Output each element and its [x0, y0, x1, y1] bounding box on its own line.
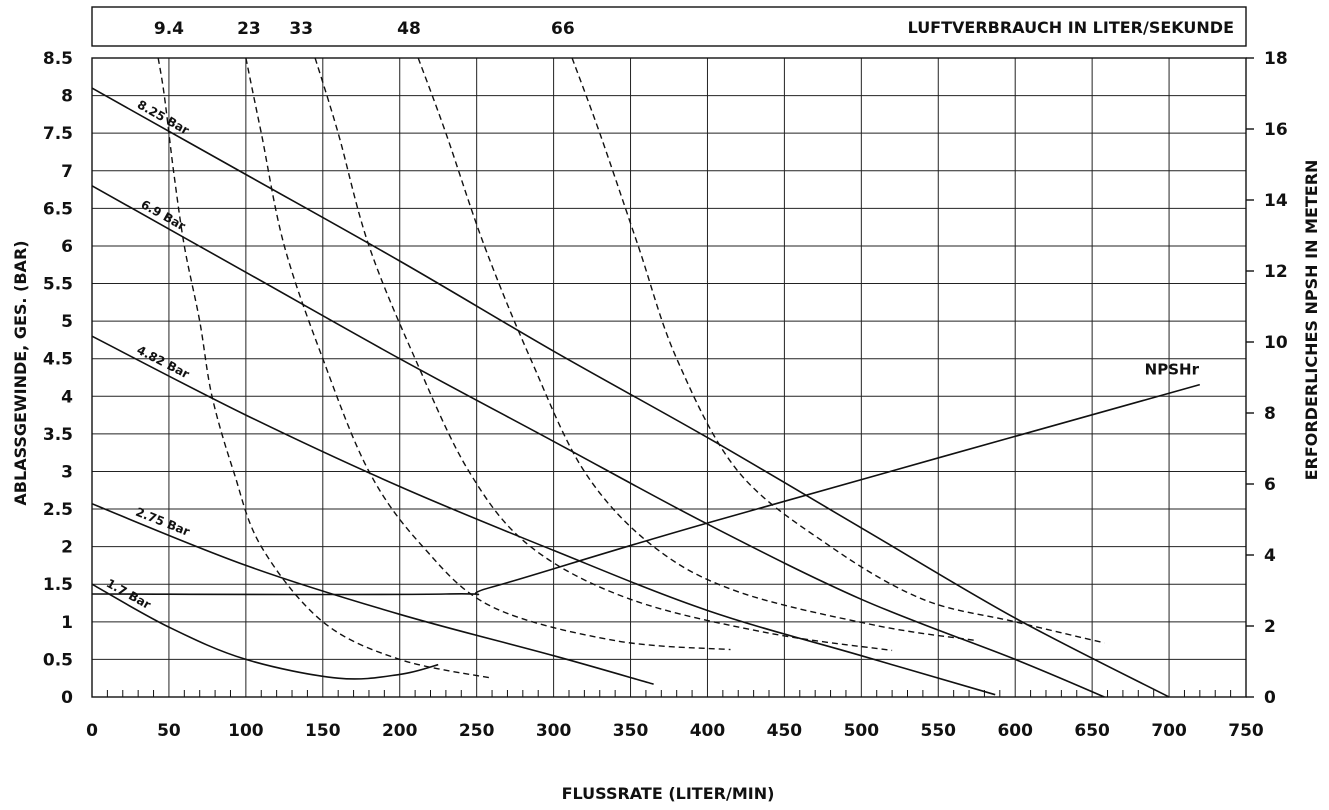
x-tick-label: 100	[228, 721, 264, 741]
pressure-curves	[91, 87, 1170, 698]
npsh-curve	[91, 383, 1201, 596]
y-right-tick-label: 18	[1264, 49, 1288, 69]
y-left-tick-label: 2.5	[43, 500, 73, 520]
pressure-curve	[91, 87, 1170, 698]
x-tick-label: 0	[86, 721, 98, 741]
y-left-tick-label: 1	[61, 613, 73, 633]
y-right-tick-label: 16	[1264, 120, 1288, 140]
y-left-tick-label: 8.5	[43, 49, 73, 69]
top-axis-title: LUFTVERBRAUCH IN LITER/SEKUNDE	[908, 18, 1234, 37]
x-tick-label: 400	[690, 721, 726, 741]
x-tick-label: 250	[459, 721, 495, 741]
y-left-tick-label: 7	[61, 162, 73, 182]
y-left-tick-label: 2	[61, 538, 73, 558]
pressure-label: 2.75 Bar	[134, 505, 192, 539]
y-right-axis-title: ERFORDERLICHES NPSH IN METERN	[1302, 160, 1321, 481]
y-left-tick-label: 5.5	[43, 275, 73, 295]
grid	[91, 57, 1254, 698]
air-curve-33	[314, 57, 893, 652]
labels: 0 50 100 150 200 250 300 350 400 450 500 550 600 650 7…	[43, 19, 1288, 741]
pressure-curve	[91, 335, 996, 696]
y-left-tick-label: 7.5	[43, 124, 73, 144]
pressure-curve	[91, 503, 654, 685]
y-right-tick-label: 0	[1264, 688, 1276, 708]
air-curve-66	[571, 57, 1105, 644]
npsh-label: NPSHr	[1145, 361, 1200, 379]
air-label-9.4: 9.4	[154, 19, 184, 39]
y-left-tick-label: 6.5	[43, 199, 73, 219]
x-tick-label: 200	[382, 721, 418, 741]
y-left-tick-label: 4	[61, 387, 73, 407]
x-tick-label: 50	[157, 721, 181, 741]
y-right-tick-label: 8	[1264, 404, 1276, 424]
air-label-33: 33	[289, 19, 313, 39]
x-tick-label: 700	[1151, 721, 1187, 741]
x-tick-label: 300	[536, 721, 572, 741]
y-left-axis-title: ABLASSGEWINDE, GES. (BAR)	[11, 240, 30, 505]
y-left-tick-label: 3.5	[43, 425, 73, 445]
y-left-tick-label: 5	[61, 312, 73, 332]
plot-frame	[91, 57, 1247, 698]
y-left-tick-label: 3	[61, 462, 73, 482]
air-label-23: 23	[237, 19, 261, 39]
x-tick-label: 500	[844, 721, 880, 741]
y-left-tick-label: 6	[61, 237, 73, 257]
pressure-curve	[91, 583, 439, 680]
air-label-66: 66	[551, 19, 575, 39]
top-air-axis-box	[91, 6, 1247, 47]
y-left-tick-label: 4.5	[43, 350, 73, 370]
y-right-tick-label: 12	[1264, 262, 1288, 282]
x-tick-label: 350	[613, 721, 649, 741]
x-minor-ticks	[106, 690, 1232, 697]
y-right-tick-label: 10	[1264, 333, 1288, 353]
air-curve-48	[417, 57, 977, 642]
x-axis-title: FLUSSRATE (LITER/MIN)	[562, 784, 775, 803]
y-right-tick-label: 4	[1264, 546, 1276, 566]
y-left-tick-label: 8	[61, 87, 73, 107]
air-curve-9.4	[157, 57, 493, 679]
air-label-48: 48	[397, 19, 421, 39]
air-curve-23	[245, 57, 731, 651]
y-left-tick-label: 0	[61, 688, 73, 708]
air-consumption-curves	[157, 57, 1105, 679]
pressure-curve	[91, 185, 1105, 698]
x-tick-label: 750	[1228, 721, 1264, 741]
x-tick-label: 550	[921, 721, 957, 741]
y-left-tick-label: 0.5	[43, 650, 73, 670]
y-right-tick-label: 14	[1264, 191, 1288, 211]
y-right-tick-label: 6	[1264, 475, 1276, 495]
x-tick-label: 600	[997, 721, 1033, 741]
x-tick-label: 650	[1074, 721, 1110, 741]
npsh-curve-group	[91, 383, 1201, 596]
y-right-tick-label: 2	[1264, 617, 1276, 637]
x-tick-label: 450	[767, 721, 803, 741]
x-tick-label: 150	[305, 721, 341, 741]
y-left-tick-label: 1.5	[43, 575, 73, 595]
